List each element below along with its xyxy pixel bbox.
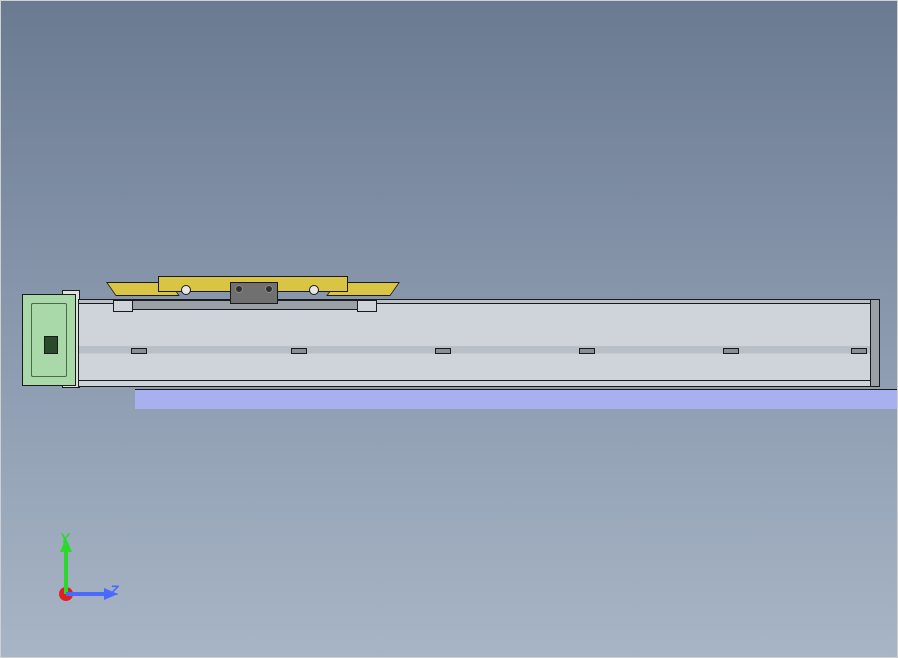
rail-mount-tab [435,348,451,354]
axis-triad[interactable]: Y Z [48,532,128,612]
sensor-screw-icon [265,285,273,293]
rail-bottom-chamfer [78,381,878,387]
rail-mount-tab [723,348,739,354]
rail-mount-tab [291,348,307,354]
cad-viewport[interactable]: Y Z [0,0,898,658]
rail-extrusion [78,303,878,381]
rail-mount-tab [579,348,595,354]
carriage-sensor-bracket [230,282,278,304]
model-root [22,278,880,386]
motor-connector [44,336,58,354]
rail-mount-tab [131,348,147,354]
sensor-hole-icon [309,285,319,295]
rail-mount-tab [851,348,867,354]
axis-z-label: Z [110,582,119,598]
sensor-hole-icon [181,285,191,295]
sensor-screw-icon [235,285,243,293]
axis-y-label: Y [60,530,69,546]
rail-accent-strip [135,389,898,409]
rail-end-cap [870,299,880,387]
